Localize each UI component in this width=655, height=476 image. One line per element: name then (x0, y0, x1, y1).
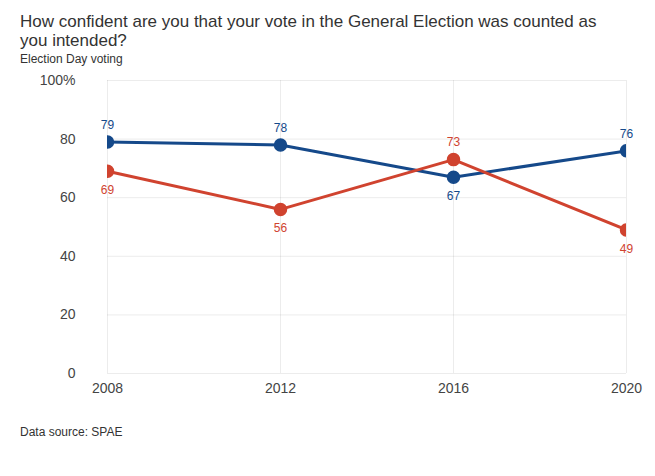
svg-text:20: 20 (60, 306, 76, 322)
svg-text:2016: 2016 (438, 380, 469, 396)
svg-text:69: 69 (101, 183, 115, 197)
svg-text:56: 56 (274, 221, 288, 235)
svg-text:76: 76 (620, 127, 634, 141)
svg-text:2020: 2020 (611, 380, 642, 396)
svg-text:80: 80 (60, 131, 76, 147)
svg-text:100%: 100% (40, 72, 76, 88)
html-text:How confident are you that you: How confident are you that your vote in … (20, 12, 597, 50)
svg-text:0: 0 (68, 365, 76, 381)
html-text:Election Day voting: Election Day voting (20, 52, 123, 66)
svg-text:73: 73 (447, 135, 461, 149)
svg-text:79: 79 (101, 118, 115, 132)
svg-text:2012: 2012 (265, 380, 296, 396)
svg-text:49: 49 (620, 242, 634, 256)
html-text:Data source: SPAE: Data source: SPAE (20, 425, 123, 439)
svg-text:78: 78 (274, 121, 288, 135)
svg-text:2008: 2008 (92, 380, 123, 396)
svg-text:67: 67 (447, 189, 461, 203)
svg-text:40: 40 (60, 248, 76, 264)
svg-text:60: 60 (60, 189, 76, 205)
